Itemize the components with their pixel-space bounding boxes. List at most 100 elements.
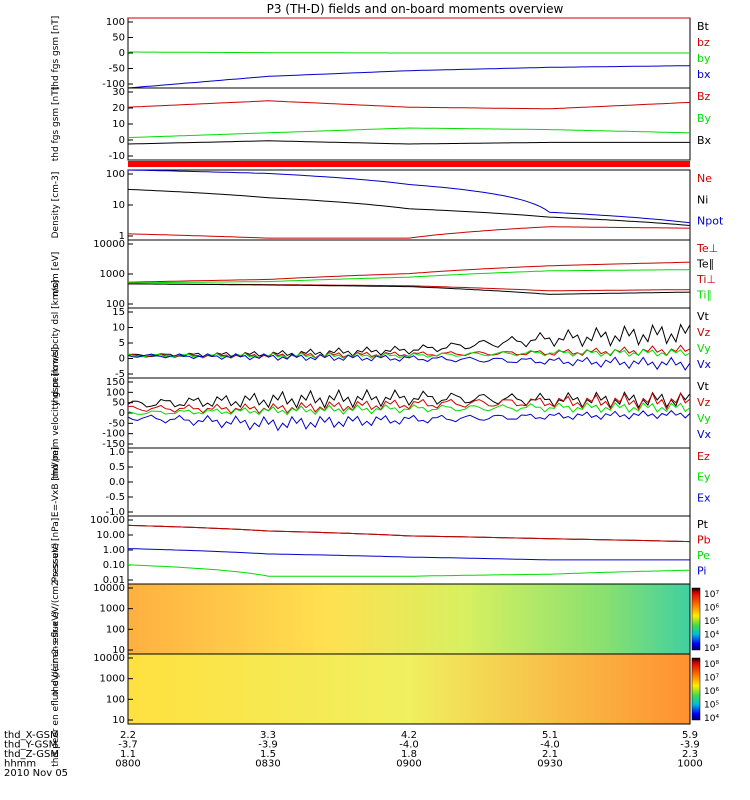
ylabel: thd peir en eflux eV/(cm2-s-sr-eV) bbox=[51, 543, 61, 695]
ylabel: thd peim velocity dsl [km/s] bbox=[51, 280, 61, 406]
ytick-label: 1.0 bbox=[109, 447, 125, 458]
legend-entry: Vt bbox=[697, 310, 710, 323]
colorbar-tick-label: 10⁴ bbox=[704, 714, 719, 724]
ytick-label: -50 bbox=[109, 418, 125, 429]
series-line bbox=[127, 401, 691, 416]
panel-frame bbox=[127, 447, 691, 517]
series-line bbox=[127, 140, 690, 145]
legend-entry: Te∥ bbox=[696, 258, 714, 271]
series-line bbox=[127, 188, 691, 226]
legend-entry: Ex bbox=[697, 491, 711, 504]
legend-entry: Ne bbox=[697, 172, 712, 185]
panel-frame bbox=[127, 515, 691, 585]
ytick-label: 150 bbox=[106, 377, 125, 388]
legend-entry: Bt bbox=[697, 20, 710, 33]
series-line bbox=[127, 409, 691, 432]
ytick-label: 10 bbox=[112, 323, 125, 334]
legend-entry: Vz bbox=[697, 396, 711, 409]
series-line bbox=[127, 353, 691, 371]
series-line bbox=[127, 524, 691, 543]
spectrogram bbox=[128, 584, 690, 654]
series-line bbox=[128, 283, 691, 295]
legend-entry: Vx bbox=[697, 358, 712, 371]
ytick-label: 100 bbox=[106, 694, 125, 705]
panel-frame bbox=[127, 87, 691, 161]
ytick-label: -10 bbox=[109, 151, 125, 162]
ytick-label: 1000 bbox=[100, 674, 125, 685]
time-axis-value: -3.9 bbox=[680, 740, 700, 751]
time-axis-value: -4.0 bbox=[399, 740, 419, 751]
series-line bbox=[127, 391, 691, 415]
series-line bbox=[127, 127, 691, 139]
ylabel: Pressure [nPa] bbox=[51, 518, 61, 583]
legend-entry: by bbox=[697, 52, 711, 65]
legend-entry: Pe bbox=[697, 549, 710, 562]
panel-2: thd fgs gsm [nT] bbox=[51, 87, 691, 162]
panel-4: mom [eV] bbox=[51, 239, 691, 309]
legend-entry: Pb bbox=[697, 534, 711, 547]
legend-entry: Ti∥ bbox=[696, 289, 712, 302]
panel-9: thd peir en eflux eV/(cm2-s-sr-eV) bbox=[51, 543, 701, 695]
time-axis-value: 0830 bbox=[255, 759, 280, 770]
separator-bar bbox=[128, 161, 690, 167]
time-axis-value: 1.5 bbox=[260, 749, 276, 760]
time-axis-value: 1.1 bbox=[120, 749, 136, 760]
series-line bbox=[128, 269, 691, 284]
colorbar-tick-label: 10⁴ bbox=[704, 631, 719, 641]
ylabel: thd fgs gsm [nT] bbox=[51, 16, 61, 91]
ytick-label: 10 bbox=[112, 200, 125, 211]
time-axis-value: 2.1 bbox=[542, 749, 558, 760]
ytick-label: 1000 bbox=[100, 604, 125, 615]
ytick-label: 15 bbox=[112, 307, 125, 318]
ytick-label: 100.00 bbox=[90, 515, 125, 526]
colorbar-tick-label: 10⁸ bbox=[704, 660, 719, 670]
series-line bbox=[127, 100, 691, 110]
series-line bbox=[127, 65, 690, 89]
series-line bbox=[127, 226, 691, 239]
ytick-label: 10 bbox=[112, 119, 125, 130]
colorbar bbox=[691, 587, 701, 651]
ytick-label: 100 bbox=[106, 624, 125, 635]
time-axis-value: 0900 bbox=[396, 759, 421, 770]
ytick-label: -50 bbox=[109, 64, 125, 75]
time-axis-value: 0930 bbox=[537, 759, 562, 770]
ytick-label: -0.5 bbox=[105, 492, 125, 503]
panel-frame bbox=[127, 307, 691, 379]
ylabel: thd fgs gsm [nT] bbox=[51, 87, 61, 162]
time-axis-value: 3.3 bbox=[260, 730, 276, 741]
legend-entry: Bz bbox=[697, 90, 711, 103]
series-line bbox=[127, 323, 691, 358]
date-label: 2010 Nov 05 bbox=[4, 768, 68, 779]
ytick-label: -100 bbox=[102, 429, 125, 440]
time-axis-row-label: thd_Y-GSM bbox=[4, 740, 57, 751]
series-line bbox=[127, 548, 690, 561]
time-axis-value: 1000 bbox=[677, 759, 702, 770]
panel-frame bbox=[127, 377, 691, 449]
ylabel: thd peim velocity gsm [km/s] bbox=[51, 347, 61, 479]
series-line bbox=[127, 388, 691, 409]
colorbar-tick-label: 10⁵ bbox=[704, 617, 719, 627]
ytick-label: 0 bbox=[119, 48, 125, 59]
spectrogram bbox=[128, 654, 690, 724]
series-line bbox=[128, 51, 690, 54]
time-axis-row-label: thd_Z-GSM bbox=[4, 749, 59, 760]
time-axis-value: 1.8 bbox=[401, 749, 417, 760]
ytick-label: 10000 bbox=[93, 239, 125, 250]
time-axis-row-label: hhmm bbox=[4, 759, 36, 770]
ytick-label: 10000 bbox=[93, 653, 125, 664]
legend-entry: Npot bbox=[697, 215, 724, 228]
time-axis-value: -4.0 bbox=[540, 740, 560, 751]
ytick-label: 0 bbox=[119, 354, 125, 365]
time-axis-value: -3.7 bbox=[118, 740, 138, 751]
plot-title: P3 (TH-D) fields and on-board moments ov… bbox=[267, 2, 564, 16]
series-line bbox=[127, 169, 691, 224]
series-line bbox=[127, 348, 691, 359]
legend-entry: Vz bbox=[697, 326, 711, 339]
ylabel: Density [cm-3] bbox=[51, 172, 61, 239]
legend-entry: Pi bbox=[697, 565, 706, 578]
ytick-label: 30 bbox=[112, 87, 125, 98]
series-line bbox=[127, 261, 691, 283]
ytick-label: 1.00 bbox=[103, 545, 125, 556]
colorbar-tick-label: 10⁷ bbox=[704, 674, 719, 684]
